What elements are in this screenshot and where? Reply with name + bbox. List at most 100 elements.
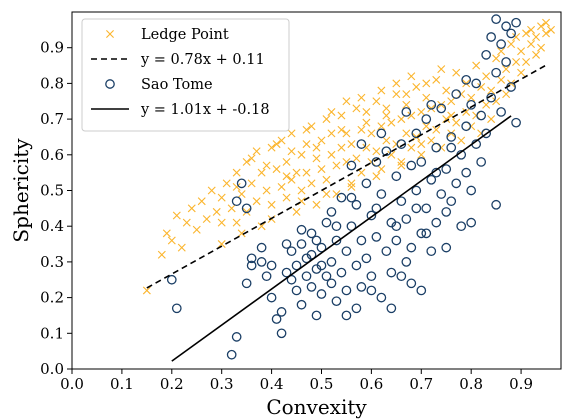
y-tick-label: 0.7: [40, 110, 64, 128]
ledge-point-marker: [192, 225, 201, 234]
legend-label: Ledge Point: [141, 27, 229, 43]
sao-tome-marker: [246, 260, 257, 271]
sao-tome-marker: [326, 257, 337, 267]
ledge-point-marker: [547, 25, 556, 34]
ledge-point-marker: [507, 40, 516, 49]
sao-tome-marker: [281, 239, 292, 249]
ledge-point-marker: [217, 218, 226, 227]
ledge-point-marker: [447, 97, 456, 106]
legend-marker-x: [106, 30, 114, 38]
sao-tome-marker: [491, 199, 501, 210]
ledge-point-marker: [282, 172, 291, 181]
ledge-point-marker: [437, 143, 446, 152]
sao-tome-marker: [246, 253, 257, 264]
ledge-point-marker: [327, 129, 336, 138]
sao-tome-marker: [166, 274, 177, 285]
sao-tome-marker: [341, 285, 352, 296]
ledge-point-marker: [287, 175, 296, 184]
sao-tome-marker: [316, 260, 327, 271]
ledge-point-marker: [382, 104, 391, 113]
ledge-point-marker: [322, 175, 331, 184]
sao-tome-marker: [296, 299, 307, 310]
ledge-point-marker: [477, 82, 486, 91]
x-tick-label: 0.9: [509, 375, 533, 393]
ledge-point-marker: [367, 129, 376, 138]
sao-tome-marker: [356, 235, 367, 246]
ledge-point-marker: [382, 136, 391, 145]
ledge-point-marker: [272, 140, 281, 149]
ledge-point-marker: [472, 61, 481, 70]
ledge-point-marker: [412, 82, 421, 91]
x-tick-label: 0.7: [409, 375, 433, 393]
sao-tome-marker: [426, 99, 437, 110]
sao-tome-marker: [491, 14, 501, 24]
ledge-point-marker: [237, 229, 246, 238]
x-tick-label: 0.4: [260, 375, 284, 393]
ledge-point-marker: [517, 47, 526, 56]
ledge-point-marker: [237, 190, 246, 199]
ledge-point-marker: [377, 86, 386, 95]
sao-tome-marker: [446, 132, 457, 142]
ledge-point-marker: [372, 147, 381, 156]
y-tick-label: 0.4: [40, 217, 64, 235]
sao-tome-marker: [461, 167, 472, 178]
ledge-point-marker: [402, 100, 411, 109]
legend: Ledge Point y = 0.78x + 0.11 Sao Tome y = 1…: [81, 18, 290, 132]
sao-tome-marker: [341, 310, 352, 321]
ledge-point-marker: [347, 179, 356, 188]
ledge-point-marker: [337, 125, 346, 134]
sao-tome-marker: [276, 307, 287, 317]
ledge-point-marker: [272, 165, 281, 174]
ledge-point-marker: [217, 240, 226, 249]
ledge-point-marker: [392, 90, 401, 99]
ledge-point-marker: [292, 168, 301, 177]
ledge-point-marker: [142, 286, 151, 295]
ledge-point-marker: [417, 140, 426, 149]
ledge-point-marker: [387, 118, 396, 127]
ledge-point-marker: [492, 97, 501, 106]
ledge-point-marker: [297, 150, 306, 159]
sao-tome-marker: [356, 282, 367, 292]
ledge-point-marker: [487, 86, 496, 95]
ledge-point-marker: [162, 229, 171, 238]
sao-tome-marker: [231, 196, 242, 207]
ledge-point-marker: [407, 72, 416, 81]
x-tick-label: 0.6: [359, 375, 383, 393]
sao-tome-marker: [481, 128, 492, 139]
sao-tome-marker: [461, 121, 472, 132]
ledge-point-marker: [362, 143, 371, 152]
sao-tome-marker: [281, 267, 292, 278]
ledge-point-marker: [332, 190, 341, 199]
ledge-point-marker: [512, 33, 521, 41]
ledge-point-marker: [312, 154, 321, 163]
ledge-point-marker: [337, 111, 346, 120]
sao-tome-marker: [341, 246, 352, 257]
y-tick-label: 0.8: [40, 74, 64, 92]
sao-tome-marker: [511, 117, 521, 128]
sao-tome-marker: [466, 99, 477, 110]
ledge-point-marker: [377, 165, 386, 174]
sao-tome-marker: [406, 278, 417, 289]
ledge-point-marker: [532, 50, 541, 59]
sao-tome-marker: [376, 128, 387, 139]
sao-tome-marker: [471, 78, 482, 89]
sao-tome-marker: [476, 110, 487, 121]
ledge-point-marker: [262, 161, 271, 170]
x-tick-label: 0.8: [459, 375, 483, 393]
ledge-point-marker: [177, 243, 186, 252]
ledge-point-marker: [302, 140, 311, 149]
legend-label: y = 1.01x + -0.18: [140, 102, 270, 118]
sao-tome-marker: [461, 74, 472, 85]
sao-tome-marker: [351, 303, 362, 314]
ledge-point-marker: [307, 122, 316, 131]
ledge-point-marker: [242, 157, 251, 166]
sao-tome-marker: [361, 178, 372, 189]
sao-tome-marker: [451, 178, 462, 189]
ledge-point-marker: [377, 122, 386, 131]
ledge-point-marker: [172, 211, 181, 220]
sao-tome-marker: [386, 267, 397, 278]
sao-tome-marker: [171, 303, 182, 314]
ledge-point-marker: [292, 207, 301, 216]
legend-label: y = 0.78x + 0.11: [140, 52, 265, 68]
ledge-point-marker: [212, 207, 221, 216]
